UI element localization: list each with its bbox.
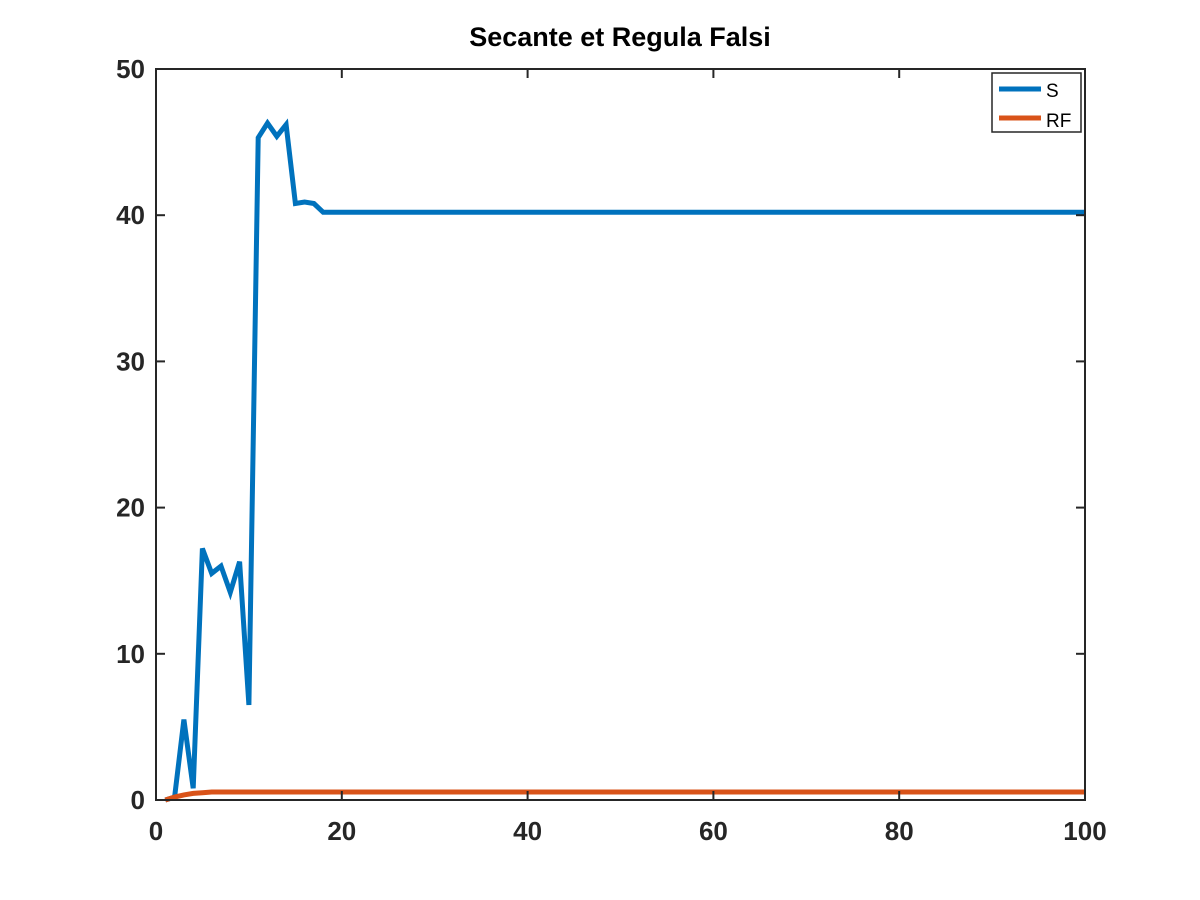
plot-box xyxy=(155,68,1086,801)
y-tick-label: 40 xyxy=(116,200,145,230)
plot-area xyxy=(156,69,1085,800)
legend-label-rf: RF xyxy=(1046,111,1071,132)
series-line-rf xyxy=(164,789,1085,803)
legend-box xyxy=(991,72,1082,133)
x-tick-label: 60 xyxy=(699,816,728,846)
series-line-s xyxy=(164,118,1085,803)
y-tick-label: 50 xyxy=(116,54,145,84)
legend-label-s: S xyxy=(1046,81,1059,102)
x-tick-label: 0 xyxy=(149,816,163,846)
y-tick-label: 10 xyxy=(116,639,145,669)
y-tick-label: 0 xyxy=(131,785,145,815)
chart-title: Secante et Regula Falsi xyxy=(469,22,771,52)
x-tick-label: 20 xyxy=(327,816,356,846)
x-tick-label: 40 xyxy=(513,816,542,846)
x-tick-label: 80 xyxy=(885,816,914,846)
y-tick-label: 30 xyxy=(116,346,145,376)
x-tick-label: 100 xyxy=(1063,816,1106,846)
legend: S RF xyxy=(991,72,1082,133)
y-tick-label: 20 xyxy=(116,493,145,523)
